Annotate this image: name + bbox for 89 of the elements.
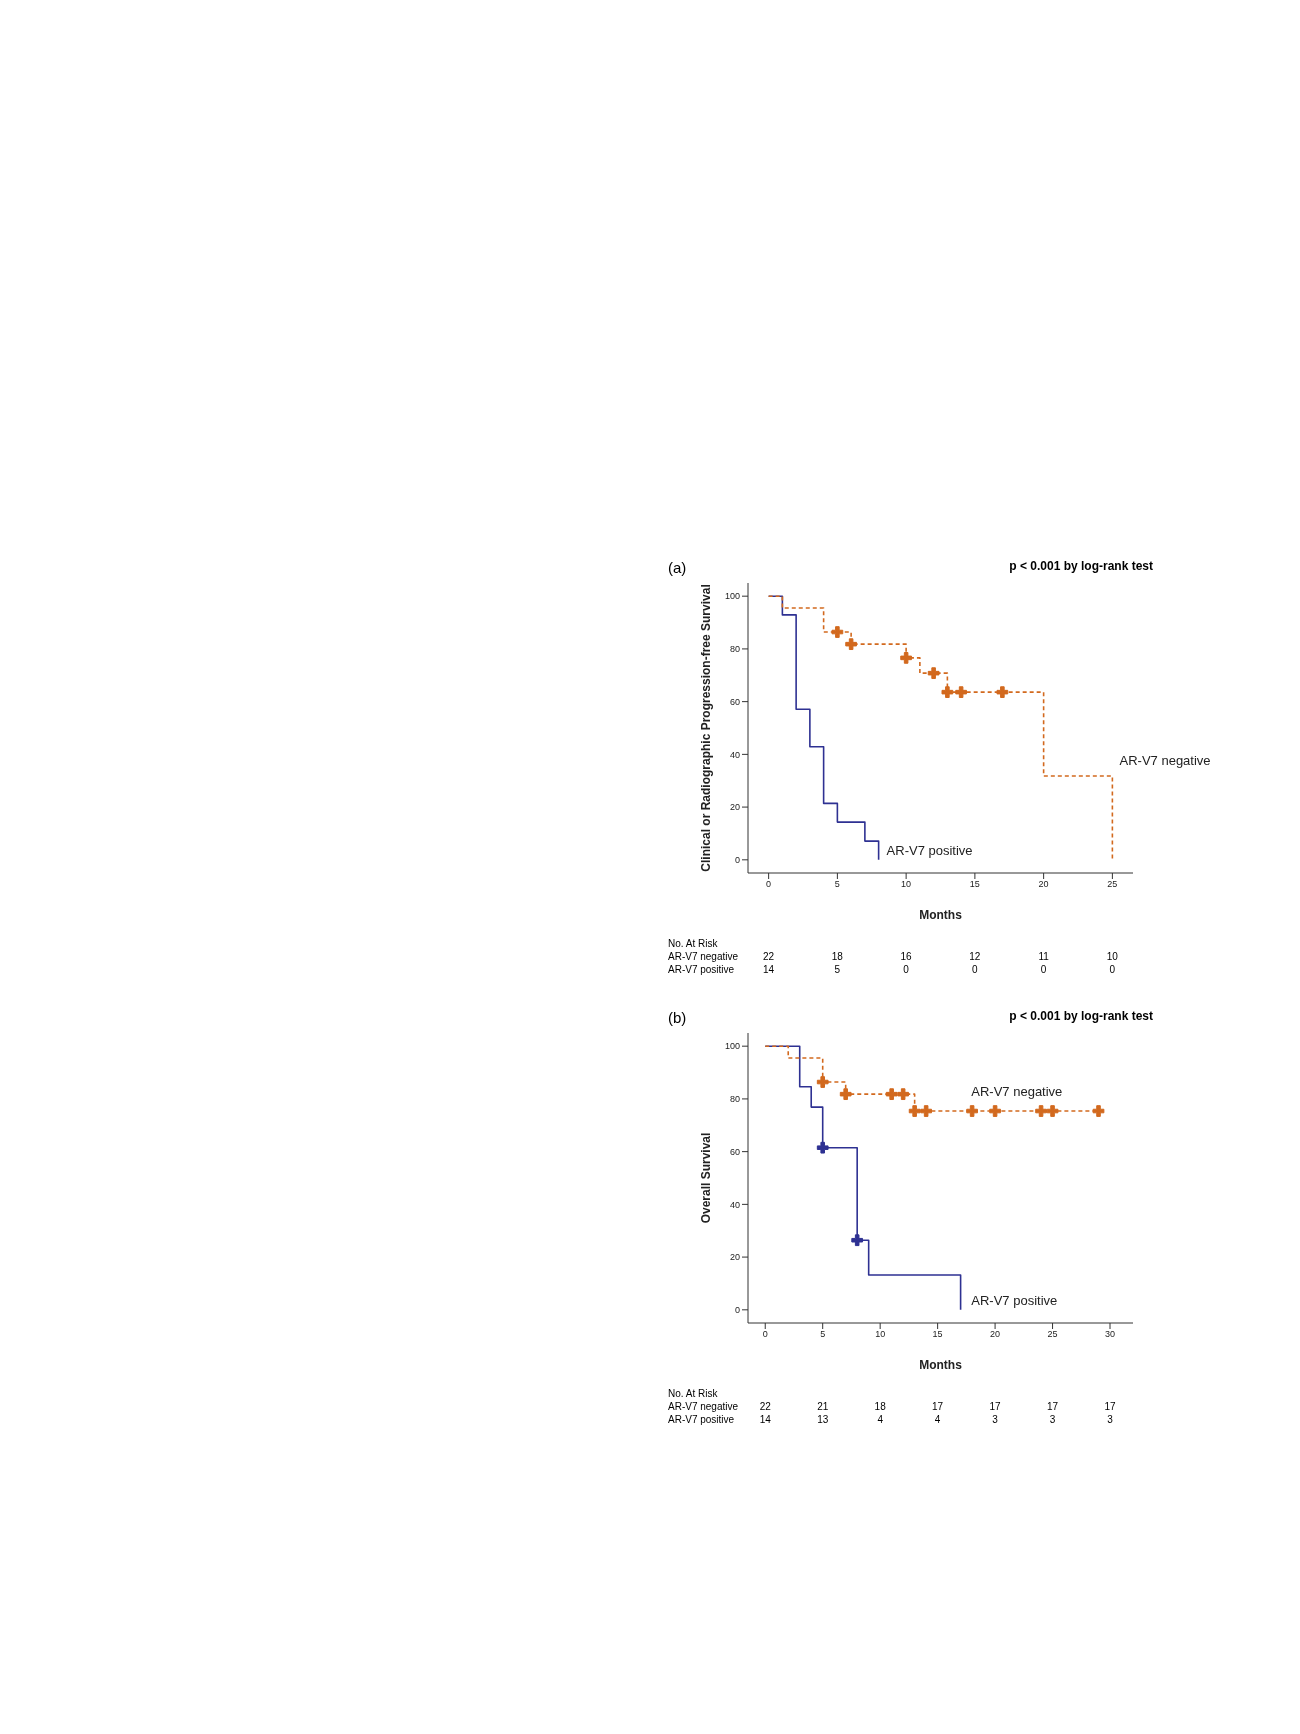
point: [816, 1076, 829, 1088]
text: 22: [763, 950, 775, 963]
y-tick-label: 100: [724, 1041, 740, 1052]
point: [927, 667, 940, 680]
point: [908, 1105, 921, 1117]
text: 17: [1104, 1400, 1116, 1413]
text: No. At Risk: [668, 937, 719, 950]
text: 10: [1106, 950, 1118, 963]
text: 0: [1040, 963, 1047, 976]
text: 4: [934, 1413, 941, 1426]
x-tick-label: 10: [901, 879, 912, 890]
text: 5: [834, 963, 841, 976]
point: [996, 686, 1009, 699]
point: [845, 638, 857, 651]
point: [1046, 1105, 1059, 1117]
y-tick-label: 60: [729, 696, 740, 707]
x-tick-label: 25: [1107, 879, 1118, 890]
text: 16: [900, 950, 912, 963]
y-tick-label: 100: [724, 591, 740, 602]
text: AR-V7 negative: [668, 1400, 739, 1413]
point: [900, 652, 912, 664]
y-axis-title: Clinical or Radiographic Progression-free Survival: [699, 584, 714, 872]
y-tick-label: 20: [729, 1252, 740, 1263]
point: [831, 626, 844, 638]
text: 3: [1107, 1413, 1113, 1426]
text: 0: [972, 963, 978, 976]
x-tick-label: 20: [1038, 879, 1049, 890]
text: No. At Risk: [668, 1387, 719, 1400]
text: p < 0.001 by log-rank test: [1009, 1009, 1153, 1023]
point: [989, 1105, 1001, 1117]
point: [941, 686, 954, 699]
y-tick-label: 20: [729, 802, 740, 813]
text: AR-V7 positive: [668, 963, 736, 976]
point: [920, 1105, 932, 1117]
point: [816, 1141, 829, 1154]
point: [851, 1234, 864, 1247]
point: [839, 1088, 852, 1101]
x-tick-label: 30: [1105, 1329, 1116, 1340]
text: 21: [817, 1400, 829, 1413]
series-label: AR-V7 negative: [971, 1083, 1063, 1099]
point: [1092, 1105, 1105, 1117]
text: 18: [874, 1400, 886, 1413]
text: p < 0.001 by log-rank test: [1009, 559, 1153, 573]
text: 14: [759, 1413, 771, 1426]
text: 22: [759, 1400, 771, 1413]
text: 0: [1109, 963, 1116, 976]
text: 17: [1046, 1400, 1059, 1413]
text: 14: [763, 963, 775, 976]
point: [955, 686, 967, 699]
point: [885, 1088, 898, 1101]
x-axis-title: Months: [919, 908, 963, 922]
chart-title: (a): [668, 559, 687, 576]
text: 3: [992, 1413, 998, 1426]
y-tick-label: 0: [734, 855, 740, 866]
text: 13: [817, 1413, 829, 1426]
x-tick-label: 15: [969, 879, 980, 890]
x-tick-label: 0: [762, 1329, 768, 1340]
y-tick-label: 80: [729, 1094, 740, 1105]
y-tick-label: 60: [729, 1146, 740, 1157]
y-tick-label: 40: [729, 1199, 740, 1210]
x-tick-label: 5: [834, 879, 840, 890]
series-label: AR-V7 positive: [971, 1292, 1058, 1308]
text: 0: [903, 963, 909, 976]
y-tick-label: 80: [729, 644, 740, 655]
text: AR-V7 positive: [668, 1413, 736, 1426]
y-axis-title: Overall Survival: [699, 1132, 714, 1224]
series-label: AR-V7 positive: [886, 842, 973, 858]
y-tick-label: 0: [734, 1305, 740, 1316]
x-axis-title: Months: [919, 1358, 963, 1372]
x-tick-label: 25: [1047, 1329, 1058, 1340]
x-tick-label: 5: [820, 1329, 826, 1340]
x-tick-label: 0: [766, 879, 772, 890]
text: 17: [932, 1400, 944, 1413]
y-tick-label: 40: [729, 749, 740, 760]
chart-title: (b): [668, 1009, 687, 1026]
point: [1035, 1105, 1047, 1117]
text: 3: [1049, 1413, 1056, 1426]
text: 17: [989, 1400, 1001, 1413]
x-tick-label: 20: [990, 1329, 1001, 1340]
x-tick-label: 15: [932, 1329, 943, 1340]
text: 12: [969, 950, 981, 963]
series-label: AR-V7 negative: [1119, 752, 1211, 768]
text: 18: [831, 950, 843, 963]
text: AR-V7 negative: [668, 950, 739, 963]
x-tick-label: 10: [875, 1329, 886, 1340]
text: 4: [877, 1413, 883, 1426]
point: [966, 1105, 978, 1117]
point: [897, 1088, 910, 1101]
text: 11: [1038, 950, 1049, 963]
